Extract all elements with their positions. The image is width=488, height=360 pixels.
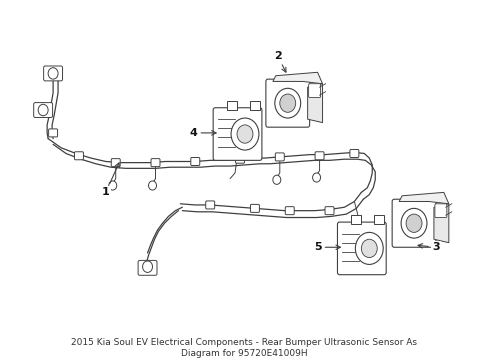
Polygon shape xyxy=(249,101,260,110)
Text: 1: 1 xyxy=(102,163,119,197)
FancyBboxPatch shape xyxy=(111,159,120,167)
Circle shape xyxy=(48,68,58,79)
Text: 2015 Kia Soul EV Electrical Components - Rear Bumper Ultrasonic Sensor As: 2015 Kia Soul EV Electrical Components -… xyxy=(71,338,416,347)
Polygon shape xyxy=(398,192,448,204)
FancyBboxPatch shape xyxy=(265,79,309,127)
FancyBboxPatch shape xyxy=(434,204,446,217)
FancyBboxPatch shape xyxy=(250,204,259,212)
Text: 5: 5 xyxy=(313,242,340,252)
Circle shape xyxy=(272,175,280,184)
FancyBboxPatch shape xyxy=(74,152,83,160)
FancyBboxPatch shape xyxy=(43,66,62,81)
FancyBboxPatch shape xyxy=(205,201,214,209)
FancyBboxPatch shape xyxy=(138,260,157,275)
Polygon shape xyxy=(272,72,322,84)
Polygon shape xyxy=(373,215,384,224)
Polygon shape xyxy=(307,84,322,123)
Circle shape xyxy=(148,181,156,190)
FancyBboxPatch shape xyxy=(48,129,58,137)
Circle shape xyxy=(312,173,320,182)
FancyBboxPatch shape xyxy=(190,157,199,166)
Circle shape xyxy=(274,88,300,118)
Circle shape xyxy=(400,208,426,238)
FancyBboxPatch shape xyxy=(325,207,333,215)
FancyBboxPatch shape xyxy=(213,108,262,160)
Polygon shape xyxy=(226,101,237,110)
Circle shape xyxy=(361,239,376,257)
Circle shape xyxy=(38,104,48,116)
Polygon shape xyxy=(433,204,448,243)
Circle shape xyxy=(355,233,383,264)
Circle shape xyxy=(231,118,258,150)
FancyBboxPatch shape xyxy=(285,207,294,215)
FancyBboxPatch shape xyxy=(275,153,284,161)
FancyBboxPatch shape xyxy=(235,155,244,163)
Polygon shape xyxy=(351,215,361,224)
FancyBboxPatch shape xyxy=(308,84,320,98)
Circle shape xyxy=(405,214,421,233)
Circle shape xyxy=(279,94,295,112)
Text: 2: 2 xyxy=(273,51,285,72)
FancyBboxPatch shape xyxy=(349,149,358,157)
FancyBboxPatch shape xyxy=(34,103,53,117)
Circle shape xyxy=(108,181,117,190)
FancyBboxPatch shape xyxy=(314,152,324,160)
Text: 4: 4 xyxy=(189,128,216,138)
FancyBboxPatch shape xyxy=(391,199,435,247)
Text: Diagram for 95720E41009H: Diagram for 95720E41009H xyxy=(181,349,306,358)
FancyBboxPatch shape xyxy=(337,222,386,275)
FancyBboxPatch shape xyxy=(151,159,160,167)
Text: 3: 3 xyxy=(417,242,439,252)
Circle shape xyxy=(237,125,252,143)
Circle shape xyxy=(142,261,152,273)
